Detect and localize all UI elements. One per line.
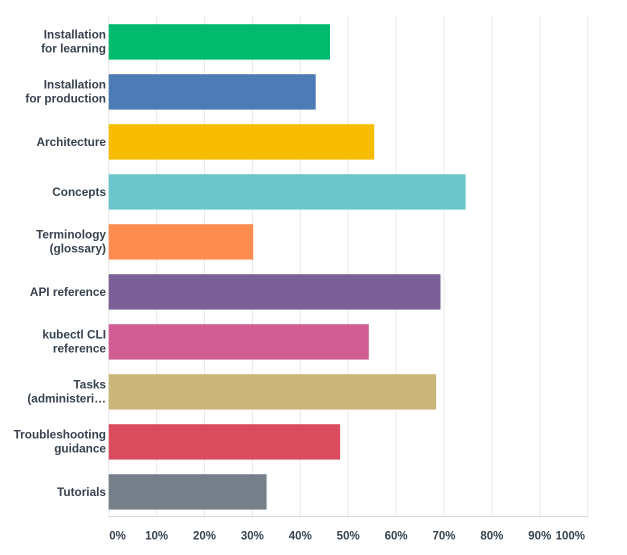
svg-text:80%: 80% bbox=[480, 531, 503, 543]
svg-text:Tasks: Tasks bbox=[73, 377, 106, 391]
svg-text:for production: for production bbox=[25, 91, 106, 105]
svg-text:guidance: guidance bbox=[54, 441, 106, 455]
svg-text:20%: 20% bbox=[193, 531, 216, 543]
svg-text:Installation: Installation bbox=[44, 27, 106, 41]
svg-text:10%: 10% bbox=[145, 531, 168, 543]
svg-text:Concepts: Concepts bbox=[52, 185, 106, 199]
svg-text:API reference: API reference bbox=[30, 285, 107, 299]
svg-text:50%: 50% bbox=[337, 531, 360, 543]
svg-text:70%: 70% bbox=[432, 531, 455, 543]
svg-text:0%: 0% bbox=[109, 531, 126, 543]
svg-text:40%: 40% bbox=[289, 531, 312, 543]
svg-text:Installation: Installation bbox=[44, 77, 106, 91]
svg-text:90%: 90% bbox=[528, 531, 551, 543]
svg-text:Troubleshooting: Troubleshooting bbox=[14, 427, 106, 441]
svg-text:reference: reference bbox=[53, 341, 107, 355]
svg-text:(glossary): (glossary) bbox=[50, 241, 106, 255]
svg-text:100%: 100% bbox=[556, 531, 585, 543]
svg-text:Tutorials: Tutorials bbox=[57, 485, 106, 499]
svg-text:30%: 30% bbox=[241, 531, 264, 543]
svg-text:kubectl CLI: kubectl CLI bbox=[42, 327, 106, 341]
svg-text:60%: 60% bbox=[385, 531, 408, 543]
svg-text:Architecture: Architecture bbox=[37, 135, 107, 149]
svg-text:for learning: for learning bbox=[41, 41, 106, 55]
svg-text:(administeri…: (administeri… bbox=[27, 391, 106, 405]
svg-text:Terminology: Terminology bbox=[36, 227, 106, 241]
